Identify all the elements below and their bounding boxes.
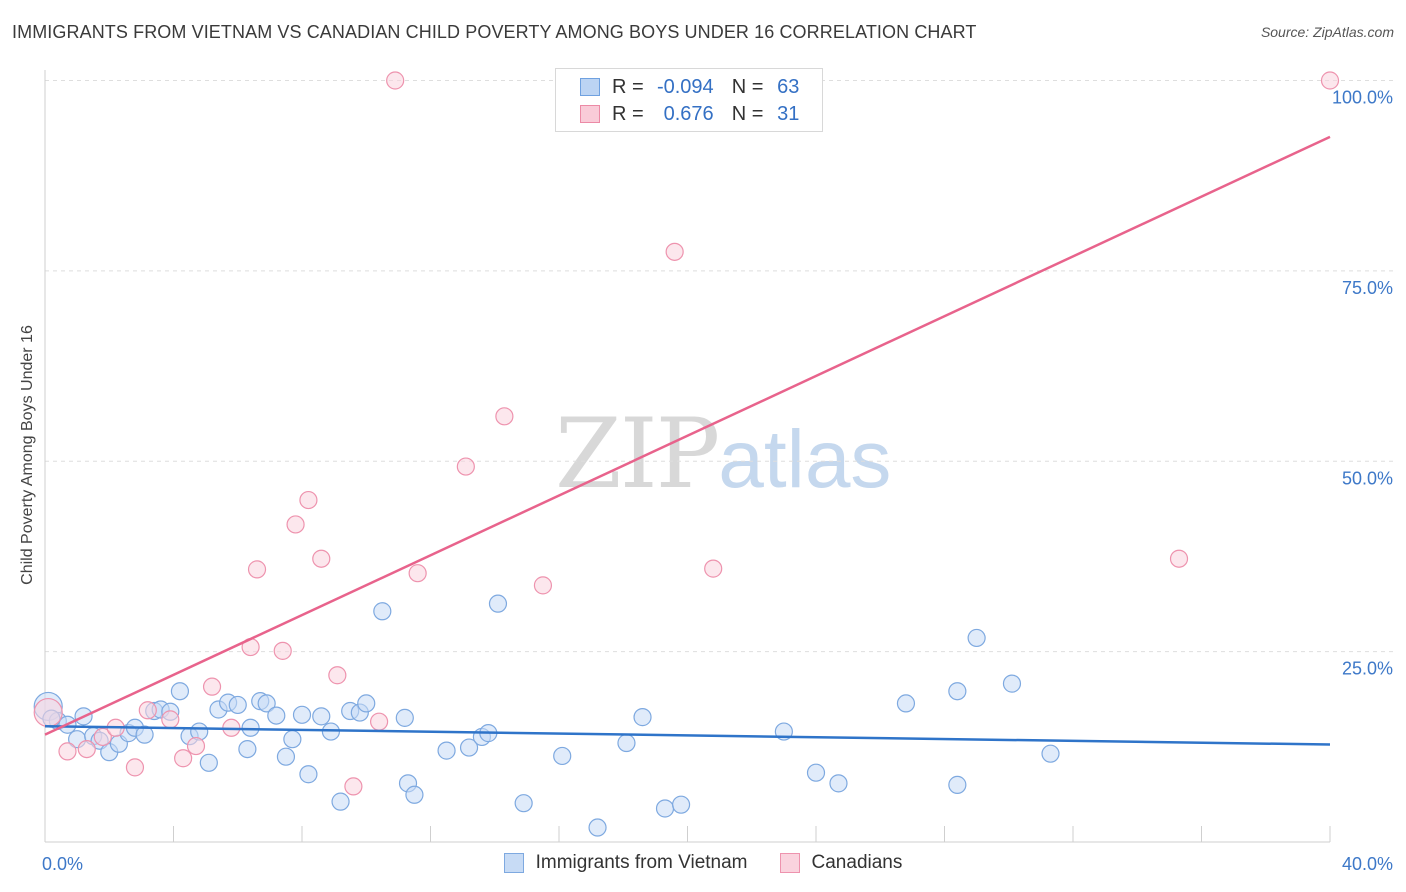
point-vietnam xyxy=(276,747,296,766)
legend-swatch-blue xyxy=(503,853,524,873)
legend-r-label: R = xyxy=(612,102,644,125)
point-canadians xyxy=(456,457,475,476)
point-vietnam xyxy=(633,708,652,727)
legend-swatch-pink xyxy=(580,105,600,123)
legend-label-canadians: Canadians xyxy=(811,852,903,873)
trendline-vietnam xyxy=(44,725,1331,746)
point-vietnam xyxy=(199,753,218,772)
point-vietnam xyxy=(948,775,967,794)
point-canadians xyxy=(174,749,193,768)
point-vietnam xyxy=(948,682,967,701)
trendline-canadians xyxy=(44,135,1331,736)
watermark-atlas: atlas xyxy=(718,414,892,505)
point-canadians xyxy=(58,742,77,761)
point-canadians xyxy=(386,71,405,90)
y-axis-label: Child Poverty Among Boys Under 16 xyxy=(19,325,36,585)
point-vietnam xyxy=(588,818,607,837)
point-canadians xyxy=(704,559,723,578)
point-vietnam xyxy=(1002,674,1022,693)
point-vietnam xyxy=(299,765,318,784)
point-canadians xyxy=(77,739,96,759)
point-canadians xyxy=(665,242,684,261)
point-vietnam xyxy=(257,694,276,713)
y-tick-label: 75.0% xyxy=(1342,278,1393,298)
point-vietnam xyxy=(671,795,691,814)
point-canadians xyxy=(1320,71,1340,90)
point-vietnam xyxy=(267,706,286,725)
legend-n-value: 63 xyxy=(777,75,800,98)
point-vietnam xyxy=(373,602,392,621)
series-legend: Immigrants from Vietnam Canadians xyxy=(0,852,1406,874)
point-canadians xyxy=(533,576,553,595)
point-canadians xyxy=(344,777,363,796)
point-canadians xyxy=(495,407,514,426)
point-vietnam xyxy=(135,725,154,744)
legend-r-value: 0.676 xyxy=(663,102,714,125)
y-tick-label: 50.0% xyxy=(1342,468,1393,488)
point-canadians xyxy=(299,490,318,510)
point-vietnam xyxy=(395,708,414,727)
point-canadians xyxy=(138,701,157,720)
point-vietnam xyxy=(283,730,302,749)
y-tick-label: 25.0% xyxy=(1342,659,1393,679)
point-canadians xyxy=(93,727,112,747)
point-canadians xyxy=(1169,549,1189,568)
legend-r-label: R = xyxy=(612,75,644,98)
point-canadians xyxy=(286,515,305,534)
legend-item-canadians[interactable]: Canadians xyxy=(779,852,903,874)
point-vietnam xyxy=(228,695,247,715)
x-tick-label: 0.0% xyxy=(42,854,83,874)
point-vietnam xyxy=(241,718,260,737)
y-tick-label: 100.0% xyxy=(1332,88,1393,108)
point-canadians xyxy=(247,560,267,579)
point-canadians xyxy=(161,710,180,729)
legend-swatch-pink xyxy=(779,853,800,873)
point-canadians xyxy=(125,758,145,777)
point-canadians xyxy=(328,666,347,685)
point-vietnam xyxy=(170,682,190,701)
point-vietnam xyxy=(312,707,331,726)
point-vietnam xyxy=(617,733,636,753)
point-vietnam xyxy=(896,694,916,713)
point-vietnam xyxy=(405,785,424,804)
point-canadians xyxy=(312,549,331,568)
point-vietnam xyxy=(967,628,986,648)
source-credit: Source: ZipAtlas.com xyxy=(1260,24,1394,40)
legend-swatch-blue xyxy=(580,78,600,96)
point-vietnam xyxy=(514,794,533,813)
correlation-legend: R = -0.094 N = 63 R = 0.676 N = 31 xyxy=(555,68,823,132)
legend-label-vietnam: Immigrants from Vietnam xyxy=(535,852,748,873)
point-vietnam xyxy=(829,774,848,793)
point-vietnam xyxy=(488,594,508,613)
point-vietnam xyxy=(459,738,479,757)
legend-row-vietnam: R = -0.094 N = 63 xyxy=(580,74,799,100)
point-vietnam xyxy=(292,705,312,724)
point-vietnam xyxy=(1041,744,1060,763)
point-canadians xyxy=(408,564,427,583)
point-canadians xyxy=(273,641,292,660)
point-vietnam xyxy=(806,763,826,782)
legend-n-value: 31 xyxy=(777,102,800,125)
point-canadians xyxy=(202,677,222,696)
watermark: ZIPatlas xyxy=(555,398,891,510)
legend-n-label: N = xyxy=(731,75,764,98)
chart-title: IMMIGRANTS FROM VIETNAM VS CANADIAN CHIL… xyxy=(12,22,977,42)
point-vietnam xyxy=(655,799,675,818)
legend-n-label: N = xyxy=(731,102,764,125)
point-vietnam xyxy=(437,741,456,760)
point-canadians xyxy=(186,736,206,756)
point-canadians xyxy=(370,712,389,731)
point-vietnam xyxy=(357,694,376,713)
x-tick-label: 40.0% xyxy=(1342,854,1393,874)
legend-r-value: -0.094 xyxy=(656,75,714,98)
point-vietnam xyxy=(238,739,257,759)
legend-item-vietnam[interactable]: Immigrants from Vietnam xyxy=(503,852,748,874)
legend-row-canadians: R = 0.676 N = 31 xyxy=(580,101,799,127)
watermark-zip: ZIP xyxy=(555,398,720,510)
point-vietnam xyxy=(553,746,572,766)
point-vietnam xyxy=(331,792,350,811)
point-canadians xyxy=(33,697,63,728)
